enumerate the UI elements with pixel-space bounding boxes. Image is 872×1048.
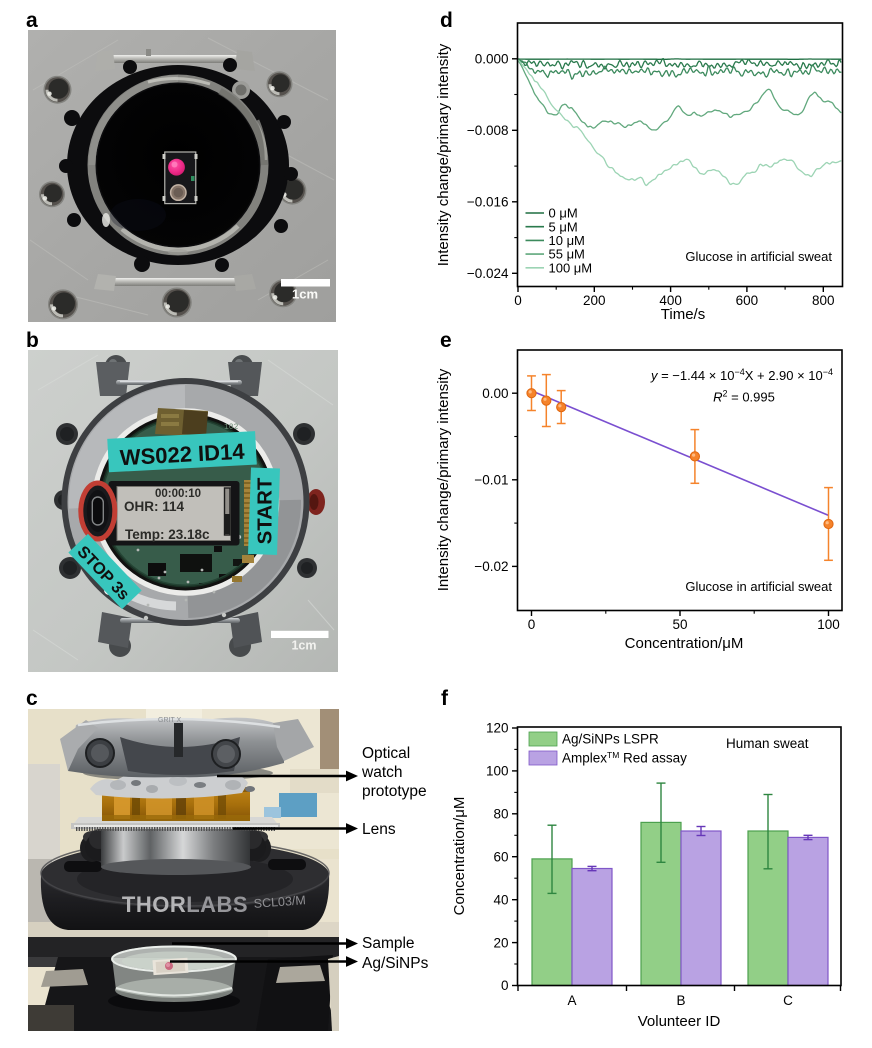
svg-text:200: 200 <box>583 293 606 308</box>
svg-text:C: C <box>783 993 793 1008</box>
svg-text:−0.008: −0.008 <box>467 123 509 138</box>
svg-text:Glucose in artificial sweat: Glucose in artificial sweat <box>685 249 832 264</box>
svg-text:−0.024: −0.024 <box>467 266 509 281</box>
svg-text:−0.01: −0.01 <box>474 473 508 488</box>
svg-text:100: 100 <box>817 617 840 632</box>
svg-text:B: B <box>676 993 685 1008</box>
svg-text:1cm: 1cm <box>291 639 316 653</box>
svg-text:0: 0 <box>501 978 509 993</box>
svg-text:Time/s: Time/s <box>661 306 705 323</box>
svg-text:Glucose in artificial sweat: Glucose in artificial sweat <box>685 579 832 594</box>
svg-text:AmplexTM Red assay: AmplexTM Red assay <box>562 750 687 766</box>
svg-text:600: 600 <box>736 293 759 308</box>
svg-text:−0.02: −0.02 <box>474 559 508 574</box>
svg-text:50: 50 <box>672 617 687 632</box>
svg-text:0: 0 <box>514 293 522 308</box>
svg-text:20: 20 <box>493 935 508 950</box>
svg-text:Concentration/μM: Concentration/μM <box>625 635 744 652</box>
svg-text:0 μM: 0 μM <box>549 206 578 221</box>
svg-text:60: 60 <box>493 849 508 864</box>
svg-text:0.000: 0.000 <box>475 52 509 67</box>
svg-text:SCL03/M: SCL03/M <box>253 893 306 911</box>
svg-text:400: 400 <box>659 293 682 308</box>
svg-text:102: 102 <box>224 423 239 432</box>
svg-text:100 μM: 100 μM <box>549 260 593 275</box>
svg-text:A: A <box>567 993 576 1008</box>
svg-text:0.00: 0.00 <box>482 386 508 401</box>
svg-text:Human sweat: Human sweat <box>726 736 809 751</box>
svg-text:0: 0 <box>528 617 536 632</box>
svg-text:y = −1.44 × 10−4X + 2.90 × 10−: y = −1.44 × 10−4X + 2.90 × 10−4 <box>650 367 833 383</box>
svg-text:40: 40 <box>493 892 508 907</box>
svg-text:10 μM: 10 μM <box>549 233 585 248</box>
svg-text:00:00:10: 00:00:10 <box>155 488 201 500</box>
svg-text:5 μM: 5 μM <box>549 219 578 234</box>
svg-text:Intensity change/primary inten: Intensity change/primary intensity <box>435 43 452 266</box>
svg-text:Volunteer ID: Volunteer ID <box>638 1013 721 1030</box>
svg-text:55 μM: 55 μM <box>549 247 585 262</box>
svg-text:800: 800 <box>812 293 835 308</box>
svg-text:80: 80 <box>493 807 508 822</box>
svg-text:Temp: 23.18c: Temp: 23.18c <box>125 527 210 542</box>
svg-text:START: START <box>254 477 277 544</box>
svg-text:120: 120 <box>486 721 509 736</box>
svg-text:Ag/SiNPs LSPR: Ag/SiNPs LSPR <box>562 732 659 747</box>
svg-text:1cm: 1cm <box>292 287 318 302</box>
svg-text:GRIT X: GRIT X <box>158 717 182 724</box>
svg-text:−0.016: −0.016 <box>467 195 509 210</box>
svg-text:Concentration/μM: Concentration/μM <box>451 797 468 916</box>
svg-text:100: 100 <box>486 764 509 779</box>
svg-text:R2 = 0.995: R2 = 0.995 <box>713 389 775 405</box>
svg-text:Intensity change/primary inten: Intensity change/primary intensity <box>435 368 452 591</box>
svg-text:THORLABS: THORLABS <box>122 892 248 917</box>
svg-text:OHR: 114: OHR: 114 <box>124 499 185 514</box>
